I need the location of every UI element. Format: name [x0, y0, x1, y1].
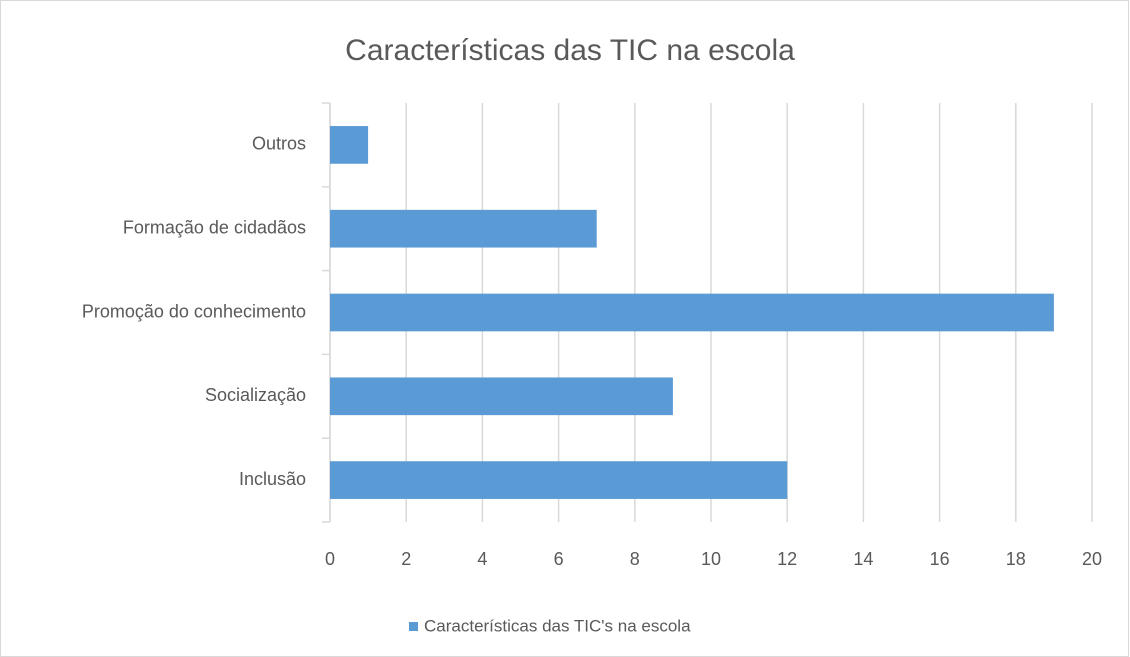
- x-tick-label: 16: [930, 549, 950, 569]
- legend-swatch: [409, 622, 418, 631]
- bar: [330, 293, 1054, 332]
- x-tick-label: 6: [554, 549, 564, 569]
- y-tick-label: Promoção do conhecimento: [82, 301, 306, 321]
- bar: [330, 126, 369, 164]
- x-tick-label: 0: [325, 549, 335, 569]
- y-tick-label: Inclusão: [239, 469, 306, 489]
- chart-title: Características das TIC na escola: [345, 34, 795, 67]
- bar: [330, 377, 673, 416]
- x-tick-label: 18: [1006, 549, 1026, 569]
- y-tick-label: Outros: [252, 134, 306, 154]
- x-tick-label: 12: [777, 549, 797, 569]
- y-tick-label: Socialização: [205, 385, 306, 405]
- bar: [330, 461, 788, 499]
- x-tick-label: 20: [1082, 549, 1102, 569]
- x-tick-label: 2: [401, 549, 411, 569]
- y-tick-label: Formação de cidadãos: [123, 217, 306, 237]
- x-tick-label: 4: [477, 549, 487, 569]
- x-tick-label: 14: [853, 549, 873, 569]
- legend-label: Características das TIC's na escola: [424, 616, 691, 635]
- x-tick-label: 10: [701, 549, 721, 569]
- x-tick-label: 8: [630, 549, 640, 569]
- bar: [330, 209, 597, 248]
